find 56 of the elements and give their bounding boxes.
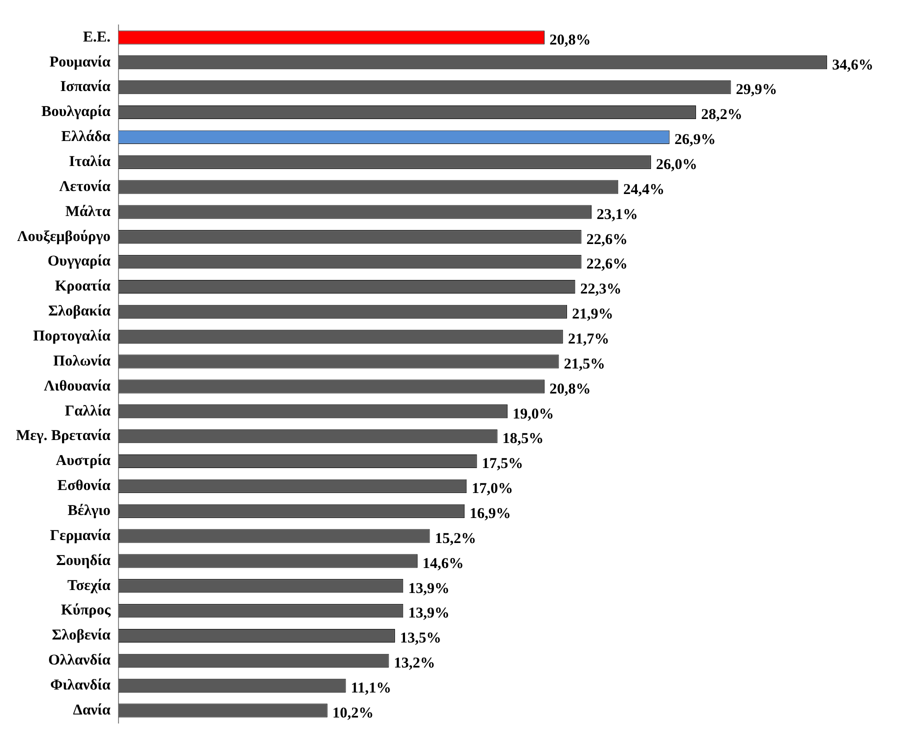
y-tick-label: Ισπανία (60, 79, 112, 96)
y-tick-label: Ε.Ε. (83, 29, 111, 46)
data-label: 16,9% (470, 506, 511, 522)
data-label: 13,9% (408, 580, 450, 597)
data-label: 14,6% (422, 556, 464, 572)
y-tick-label: Κύπρος (61, 602, 112, 619)
y-tick-label: Βουλγαρία (41, 104, 112, 120)
y-tick-label: Βέλγιο (68, 502, 111, 519)
data-label: 21,7% (568, 331, 610, 348)
data-label: 10,2% (332, 705, 374, 722)
y-tick-label: Λιθουανία (44, 378, 112, 394)
data-label: 15,2% (434, 530, 476, 547)
data-label: 19,0% (512, 406, 554, 422)
y-tick-label: Μεγ. Βρετανία (16, 428, 112, 444)
data-label: 22,6% (586, 232, 628, 248)
data-label: 24,4% (623, 182, 664, 198)
data-label: 21,5% (564, 356, 606, 372)
data-label: 17,0% (472, 481, 513, 498)
data-label: 13,2% (394, 656, 436, 672)
y-tick-label: Μάλτα (65, 204, 112, 220)
y-tick-label: Ολλανδία (48, 652, 112, 669)
data-label: 21,9% (572, 306, 614, 323)
y-tick-label: Πολωνία (53, 353, 112, 370)
y-tick-label: Ρουμανία (49, 54, 112, 70)
data-label: 18,5% (502, 431, 544, 448)
y-tick-label: Δανία (73, 702, 112, 718)
y-tick-label: Λουξεμβούργο (17, 228, 111, 245)
data-label: 11,1% (350, 680, 392, 696)
data-label: 22,3% (580, 282, 622, 298)
data-label: 34,6% (832, 57, 874, 74)
y-tick-label: Σλοβενία (52, 628, 112, 644)
y-tick-label: Γαλλία (64, 403, 112, 420)
y-tick-label: Γερμανία (50, 528, 112, 544)
data-label: 20,8% (550, 381, 591, 398)
data-label: 28,2% (701, 107, 742, 124)
data-label: 20,8% (550, 32, 591, 48)
y-tick-label: Ουγγαρία (48, 254, 112, 270)
data-label: 13,5% (400, 630, 442, 647)
y-tick-label: Λετονία (59, 178, 112, 195)
y-tick-label: Ελλάδα (61, 129, 112, 146)
y-tick-label: Σλοβακία (48, 304, 112, 320)
y-tick-label: Σουηδία (56, 552, 112, 569)
data-label: 22,6% (586, 256, 628, 273)
y-tick-label: Κροατία (55, 278, 112, 295)
data-label: 17,5% (482, 456, 524, 472)
data-label: 26,9% (674, 132, 716, 148)
data-label: 26,0% (656, 156, 698, 173)
data-label: 23,1% (596, 206, 638, 223)
y-tick-label: Τσεχία (67, 578, 112, 594)
y-tick-label: Αυστρία (56, 453, 112, 470)
y-tick-label: Ιταλία (69, 154, 112, 170)
y-tick-label: Φιλανδία (50, 677, 112, 694)
data-label: 13,9% (408, 606, 450, 622)
y-tick-label: Εσθονία (57, 478, 112, 494)
y-tick-label: Πορτογαλία (33, 328, 112, 344)
data-label: 29,9% (736, 82, 778, 98)
